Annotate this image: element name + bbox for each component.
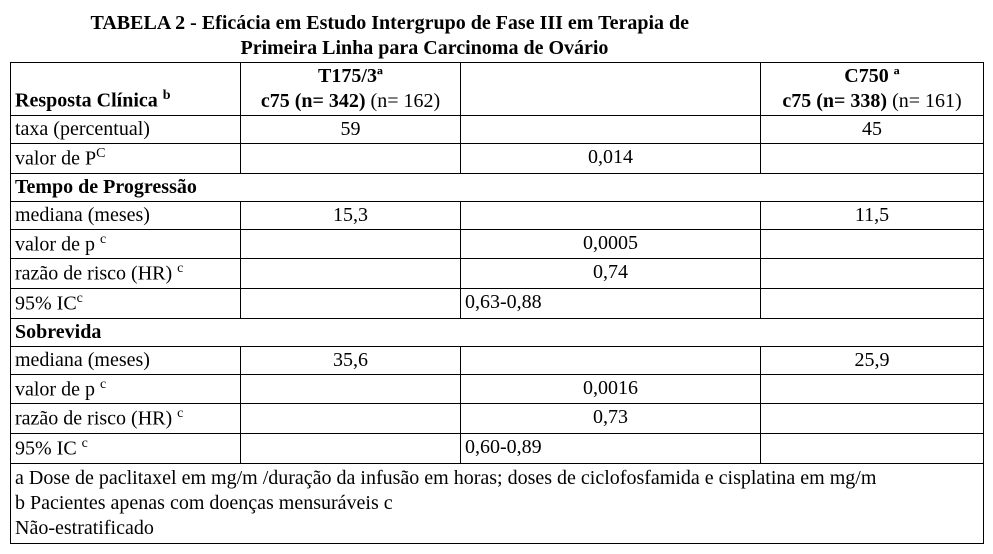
row-value: 0,73 — [461, 404, 761, 434]
table-title: TABELA 2 - Eficácia em Estudo Intergrupo… — [11, 10, 984, 63]
header-col-4: C750 ª c75 (n= 338) (n= 161) — [761, 63, 984, 116]
row-empty — [461, 201, 761, 229]
row-value: 35,6 — [241, 346, 461, 374]
row-label-sup: c — [177, 261, 183, 276]
row-empty — [461, 346, 761, 374]
title-line-2: Primeira Linha para Carcinoma de Ovário — [91, 36, 980, 61]
section-2-title: Tempo de Progressão — [11, 173, 984, 201]
section-1-sup: b — [163, 88, 171, 103]
row-value: 59 — [241, 116, 461, 144]
row-label-sup: c — [177, 406, 183, 421]
row-label: valor de p c — [11, 374, 241, 404]
row-label-text: valor de p — [15, 378, 100, 400]
row-empty — [241, 259, 461, 289]
row-empty — [761, 404, 984, 434]
row-empty — [761, 229, 984, 259]
footnotes: a Dose de paclitaxel em mg/m /duração da… — [11, 463, 984, 543]
row-label: mediana (meses) — [11, 346, 241, 374]
row-value: 45 — [761, 116, 984, 144]
section-row: Tempo de Progressão — [11, 173, 984, 201]
row-empty — [761, 288, 984, 318]
header-blank: Resposta Clínica b — [11, 63, 241, 116]
footnote-b: b Pacientes apenas com doenças mensuráve… — [15, 491, 979, 516]
efficacy-table: TABELA 2 - Eficácia em Estudo Intergrupo… — [10, 10, 984, 544]
row-label-text: razão de risco (HR) — [15, 263, 177, 285]
row-label-sup: C — [96, 146, 105, 161]
table-row: taxa (percentual) 59 45 — [11, 116, 984, 144]
row-label-sup: c — [100, 232, 106, 247]
row-label-sup: c — [100, 377, 106, 392]
row-label-text: valor de P — [15, 148, 96, 170]
row-empty — [241, 144, 461, 174]
table-row: valor de PC 0,014 — [11, 144, 984, 174]
table-row: valor de p c 0,0016 — [11, 374, 984, 404]
header-col4-line2b: (n= 161) — [887, 90, 962, 112]
row-label: razão de risco (HR) c — [11, 259, 241, 289]
row-label-sup: c — [77, 291, 83, 306]
footnote-a: a Dose de paclitaxel em mg/m /duração da… — [15, 466, 979, 491]
row-empty — [241, 229, 461, 259]
row-empty — [761, 259, 984, 289]
footnote-c: Não-estratificado — [15, 516, 979, 541]
section-1-title: Resposta Clínica — [15, 90, 163, 112]
row-empty — [461, 116, 761, 144]
row-empty — [761, 374, 984, 404]
row-label-text: razão de risco (HR) — [15, 408, 177, 430]
row-value: 0,0005 — [461, 229, 761, 259]
row-label: taxa (percentual) — [11, 116, 241, 144]
row-empty — [241, 374, 461, 404]
row-label: valor de p c — [11, 229, 241, 259]
row-label: razão de risco (HR) c — [11, 404, 241, 434]
row-label-text: 95% IC — [15, 438, 82, 460]
table-row: mediana (meses) 35,6 25,9 — [11, 346, 984, 374]
row-label: mediana (meses) — [11, 201, 241, 229]
row-empty — [761, 144, 984, 174]
row-value: 0,74 — [461, 259, 761, 289]
header-col2-line2b: (n= 162) — [366, 90, 441, 112]
row-label: 95% IC c — [11, 433, 241, 463]
footnote-row: a Dose de paclitaxel em mg/m /duração da… — [11, 463, 984, 543]
table-row: razão de risco (HR) c 0,73 — [11, 404, 984, 434]
table-row: 95% IC c 0,60-0,89 — [11, 433, 984, 463]
title-line-1: TABELA 2 - Eficácia em Estudo Intergrupo… — [91, 12, 690, 34]
header-col-2: T175/3ª c75 (n= 342) (n= 162) — [241, 63, 461, 116]
row-value: 11,5 — [761, 201, 984, 229]
table-row: mediana (meses) 15,3 11,5 — [11, 201, 984, 229]
section-row: Sobrevida — [11, 318, 984, 346]
row-label: 95% ICc — [11, 288, 241, 318]
section-3-title: Sobrevida — [11, 318, 984, 346]
row-empty — [241, 288, 461, 318]
row-label-text: 95% IC — [15, 293, 77, 315]
row-empty — [761, 433, 984, 463]
row-value: 25,9 — [761, 346, 984, 374]
header-col4-line1: C750 ª — [844, 65, 899, 87]
header-col4-line2a: c75 (n= 338) — [782, 90, 887, 112]
row-value: 0,63-0,88 — [461, 288, 761, 318]
table-row: 95% ICc 0,63-0,88 — [11, 288, 984, 318]
row-label-sup: c — [82, 436, 88, 451]
row-label: valor de PC — [11, 144, 241, 174]
table-row: valor de p c 0,0005 — [11, 229, 984, 259]
row-label-text: valor de p — [15, 233, 100, 255]
row-value: 15,3 — [241, 201, 461, 229]
row-value: 0,014 — [461, 144, 761, 174]
row-empty — [241, 433, 461, 463]
header-col2-line1: T175/3ª — [318, 65, 383, 87]
row-value: 0,60-0,89 — [461, 433, 761, 463]
row-empty — [241, 404, 461, 434]
table-row: razão de risco (HR) c 0,74 — [11, 259, 984, 289]
row-value: 0,0016 — [461, 374, 761, 404]
header-col-3 — [461, 63, 761, 116]
header-col2-line2a: c75 (n= 342) — [261, 90, 366, 112]
